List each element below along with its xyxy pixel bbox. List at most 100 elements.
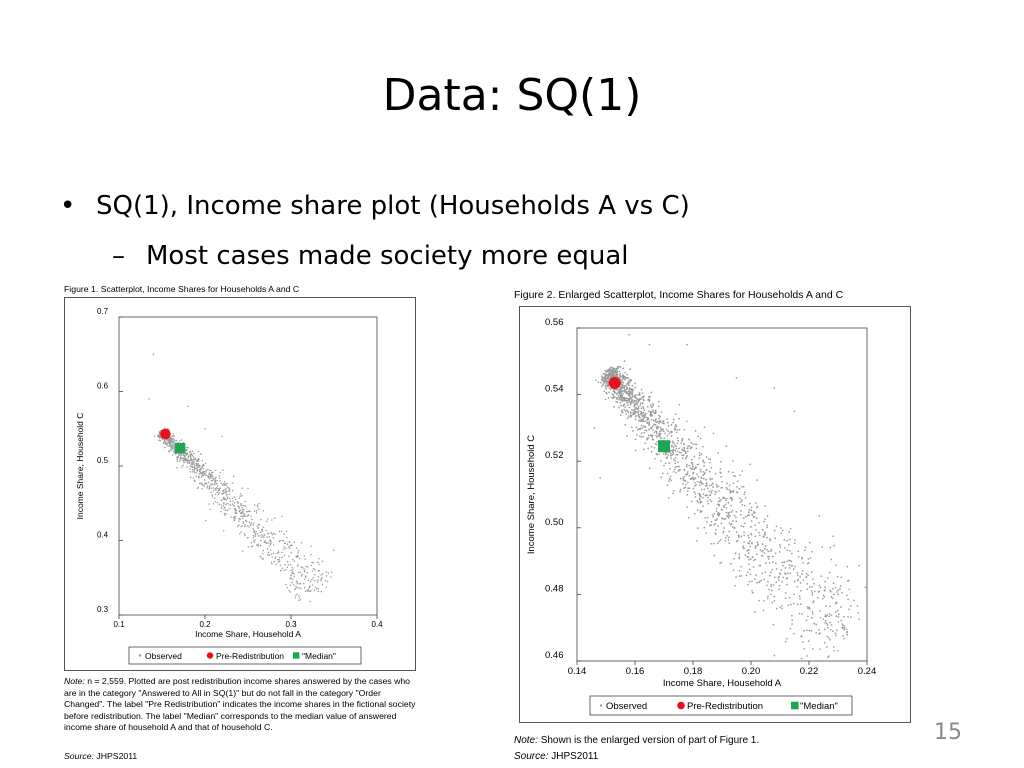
observed-point: [158, 436, 160, 438]
observed-point: [730, 504, 733, 507]
observed-point: [619, 388, 622, 390]
observed-point: [819, 648, 821, 651]
observed-point: [173, 447, 175, 449]
observed-point: [207, 481, 210, 484]
observed-point: [604, 384, 607, 387]
observed-point: [640, 407, 643, 410]
figure1-frame: 0.1 0.2 0.3 0.4 0.3 0.4 0.5 0.6 0.7 Income Share,…: [64, 297, 416, 671]
observed-point: [728, 489, 731, 491]
observed-point: [628, 381, 631, 384]
observed-point: [187, 405, 189, 408]
observed-point: [655, 443, 658, 446]
observed-point: [718, 540, 721, 543]
observed-point: [253, 529, 255, 532]
observed-point: [744, 496, 747, 499]
observed-point: [749, 540, 751, 543]
observed-point: [621, 379, 623, 382]
observed-point: [232, 504, 235, 507]
observed-point: [674, 444, 676, 446]
observed-point: [258, 502, 260, 505]
observed-point: [678, 447, 680, 450]
observed-point: [631, 396, 634, 398]
observed-point: [703, 461, 706, 464]
observed-point: [289, 577, 291, 580]
observed-point: [280, 530, 283, 532]
observed-point: [270, 542, 272, 545]
observed-point: [720, 508, 723, 511]
observed-point: [210, 474, 212, 476]
observed-point: [684, 480, 687, 482]
observed-point: [758, 564, 761, 567]
observed-point: [732, 482, 735, 485]
observed-point: [727, 516, 730, 519]
observed-point: [212, 487, 214, 489]
observed-point: [818, 590, 821, 593]
observed-point: [658, 433, 660, 436]
observed-point: [753, 578, 756, 581]
observed-point: [785, 637, 788, 640]
observed-point: [679, 488, 682, 491]
observed-point: [634, 400, 637, 403]
observed-point: [195, 462, 198, 465]
observed-point: [690, 468, 693, 471]
observed-point: [197, 460, 200, 462]
observed-point: [746, 514, 749, 517]
observed-point: [634, 449, 637, 452]
observed-point: [657, 405, 660, 408]
observed-point: [619, 372, 622, 375]
observed-point: [698, 497, 701, 500]
observed-point: [743, 504, 746, 507]
observed-point: [662, 428, 664, 431]
observed-point: [316, 581, 319, 583]
observed-point: [700, 488, 703, 491]
observed-point: [704, 485, 707, 487]
observed-point: [623, 397, 626, 399]
observed-point: [312, 576, 314, 579]
observed-point: [717, 452, 719, 454]
observed-point: [656, 425, 659, 428]
observed-point: [216, 487, 219, 490]
legend-marker-pre-redistribution: [677, 701, 685, 710]
observed-point: [773, 600, 776, 602]
observed-point: [644, 426, 647, 429]
observed-point: [628, 387, 631, 389]
observed-point: [752, 566, 755, 568]
observed-point: [796, 572, 799, 574]
observed-point: [745, 574, 748, 577]
observed-point: [250, 522, 253, 524]
observed-point: [632, 413, 635, 415]
observed-point: [793, 542, 796, 544]
observed-point: [314, 579, 316, 582]
observed-point: [722, 531, 724, 534]
observed-point: [732, 474, 735, 477]
observed-point: [613, 375, 616, 378]
observed-point: [735, 531, 738, 533]
observed-point: [658, 400, 660, 403]
observed-point: [634, 412, 637, 414]
observed-point: [649, 414, 652, 417]
observed-point: [628, 379, 631, 382]
observed-point: [193, 469, 196, 472]
observed-point: [798, 612, 801, 615]
observed-point: [303, 570, 306, 573]
observed-point: [703, 473, 706, 475]
observed-point: [753, 515, 756, 518]
observed-point: [263, 533, 266, 536]
observed-point: [630, 388, 633, 391]
observed-point: [747, 563, 750, 566]
observed-point: [269, 539, 272, 542]
observed-point: [649, 404, 652, 406]
observed-point: [699, 454, 701, 457]
observed-point: [279, 539, 281, 542]
observed-point: [637, 406, 640, 408]
observed-point: [781, 604, 783, 607]
observed-point: [223, 512, 226, 515]
observed-point: [667, 496, 670, 499]
observed-point: [239, 533, 241, 535]
observed-point: [642, 399, 645, 402]
observed-point: [238, 510, 240, 513]
observed-point: [742, 547, 745, 549]
observed-point: [781, 581, 784, 583]
observed-point: [218, 503, 220, 505]
observed-point: [321, 573, 324, 575]
